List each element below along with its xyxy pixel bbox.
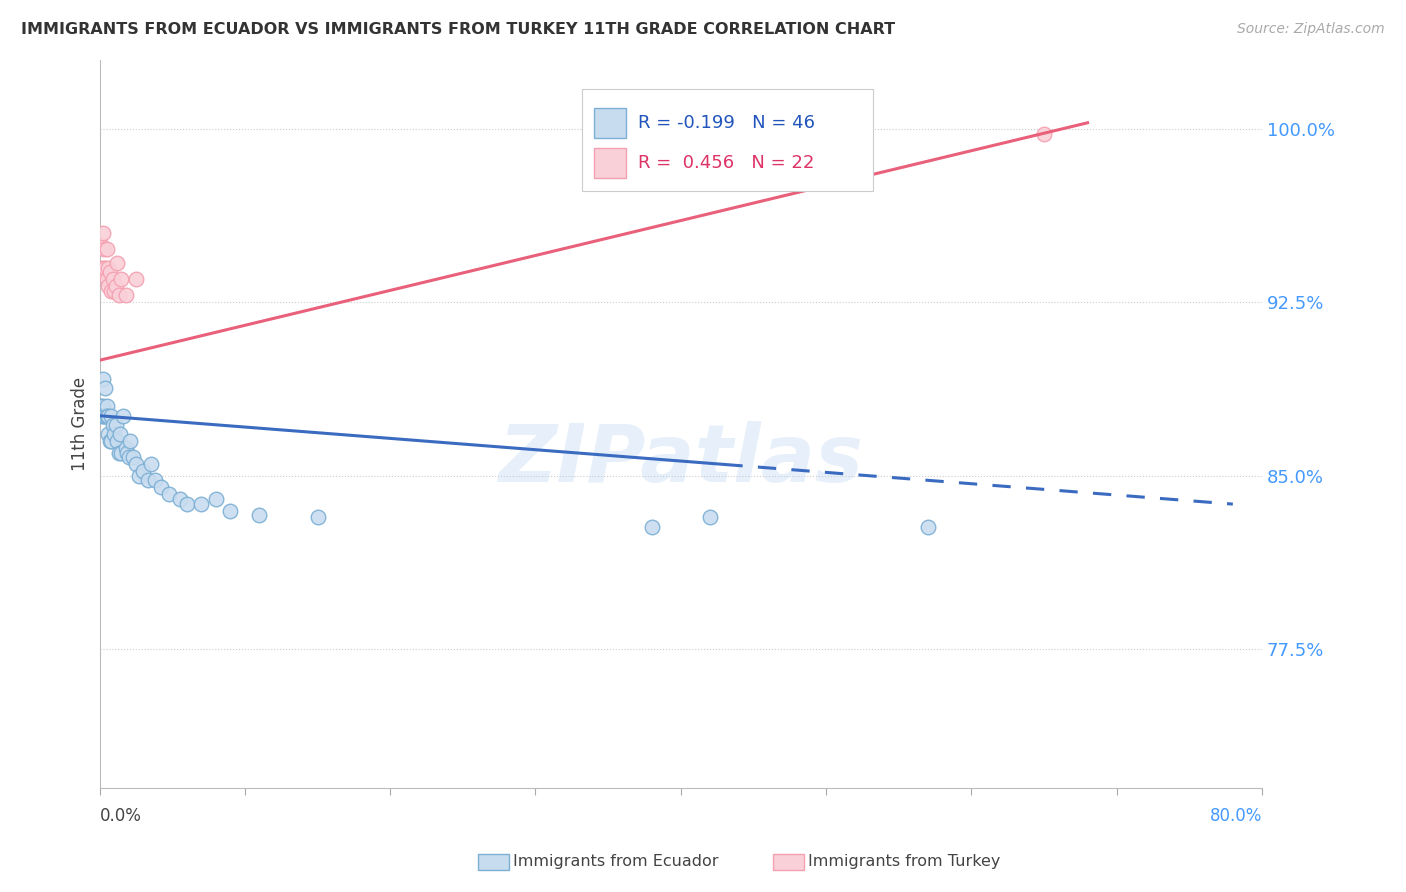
- Point: [96, 272, 118, 286]
- Point: [110, 446, 132, 460]
- Point: [114, 288, 136, 302]
- Text: IMMIGRANTS FROM ECUADOR VS IMMIGRANTS FROM TURKEY 11TH GRADE CORRELATION CHART: IMMIGRANTS FROM ECUADOR VS IMMIGRANTS FR…: [21, 22, 896, 37]
- Point: [96, 242, 118, 256]
- Point: [91, 372, 114, 386]
- Point: [104, 279, 127, 293]
- Point: [91, 400, 114, 414]
- Point: [111, 409, 134, 423]
- Point: [93, 260, 115, 275]
- Point: [117, 446, 139, 460]
- Point: [125, 272, 148, 286]
- Point: [90, 260, 112, 275]
- Point: [96, 400, 118, 414]
- Point: [98, 265, 121, 279]
- Point: [98, 434, 121, 449]
- Point: [90, 409, 112, 423]
- Point: [128, 468, 150, 483]
- Point: [100, 284, 122, 298]
- Point: [97, 427, 120, 442]
- Y-axis label: 11th Grade: 11th Grade: [72, 376, 89, 471]
- Text: 0.0%: 0.0%: [100, 806, 142, 824]
- Point: [143, 474, 166, 488]
- Text: Source: ZipAtlas.com: Source: ZipAtlas.com: [1237, 22, 1385, 37]
- Point: [125, 458, 148, 472]
- Point: [96, 409, 118, 423]
- Point: [97, 409, 120, 423]
- Point: [132, 464, 155, 478]
- Point: [105, 256, 128, 270]
- Point: [94, 260, 117, 275]
- Point: [101, 417, 124, 432]
- Point: [104, 417, 127, 432]
- Point: [91, 226, 114, 240]
- Text: R = -0.199   N = 46: R = -0.199 N = 46: [638, 114, 814, 132]
- Point: [91, 265, 114, 279]
- Point: [103, 284, 125, 298]
- Point: [157, 487, 180, 501]
- Point: [100, 409, 122, 423]
- Point: [94, 409, 117, 423]
- Bar: [593, 109, 626, 137]
- Point: [205, 491, 228, 506]
- Point: [917, 519, 939, 533]
- Point: [101, 272, 124, 286]
- Point: [93, 409, 115, 423]
- Text: Immigrants from Ecuador: Immigrants from Ecuador: [513, 855, 718, 869]
- Point: [139, 458, 162, 472]
- Point: [107, 288, 129, 302]
- Point: [641, 519, 664, 533]
- Point: [93, 409, 115, 423]
- Point: [169, 491, 191, 506]
- Point: [307, 510, 329, 524]
- Point: [107, 446, 129, 460]
- Point: [120, 434, 142, 449]
- Point: [90, 400, 112, 414]
- Text: ZIPatlas: ZIPatlas: [498, 421, 863, 500]
- Point: [97, 260, 120, 275]
- Text: 80.0%: 80.0%: [1209, 806, 1263, 824]
- Bar: [593, 148, 626, 178]
- Point: [190, 497, 212, 511]
- Point: [105, 434, 128, 449]
- Point: [94, 381, 117, 395]
- Point: [100, 434, 122, 449]
- Point: [108, 427, 131, 442]
- Text: R =  0.456   N = 22: R = 0.456 N = 22: [638, 154, 814, 172]
- Point: [122, 450, 145, 465]
- Point: [1033, 127, 1056, 141]
- Text: Immigrants from Turkey: Immigrants from Turkey: [808, 855, 1001, 869]
- Point: [249, 508, 271, 523]
- Point: [149, 480, 172, 494]
- Point: [699, 510, 721, 524]
- Point: [176, 497, 198, 511]
- Point: [118, 450, 141, 465]
- Point: [114, 441, 136, 455]
- Point: [90, 237, 112, 252]
- Point: [136, 474, 159, 488]
- Point: [219, 503, 242, 517]
- Point: [110, 272, 132, 286]
- Point: [97, 279, 120, 293]
- Point: [93, 242, 115, 256]
- Point: [103, 427, 125, 442]
- FancyBboxPatch shape: [582, 88, 873, 191]
